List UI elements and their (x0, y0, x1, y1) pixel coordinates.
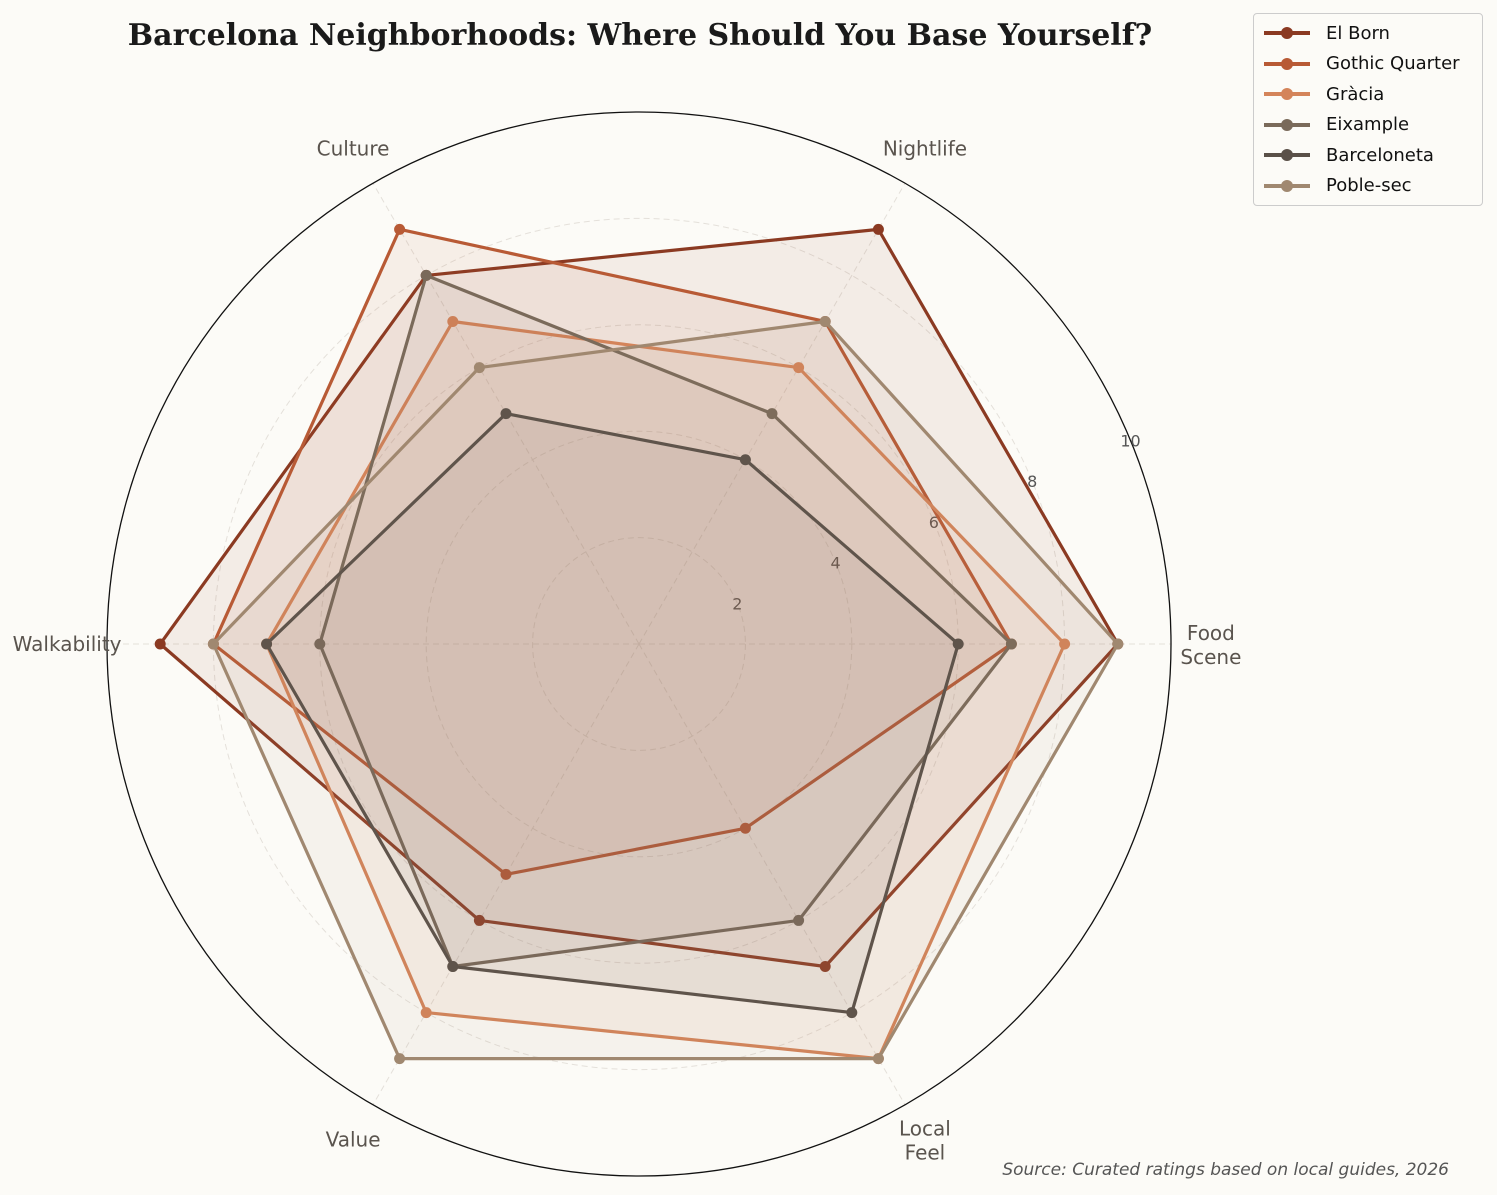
data-point (154, 638, 166, 650)
grid-circle (532, 537, 746, 751)
data-point (819, 961, 831, 973)
r-tick-label: 2 (732, 594, 742, 613)
legend-item: Gothic Quarter (1254, 49, 1482, 80)
data-point (394, 1053, 406, 1065)
data-point (872, 1053, 884, 1065)
data-point (447, 315, 459, 327)
legend: El Born Gothic Quarter Gràcia Eixample Barce… (1253, 13, 1483, 206)
data-point (314, 638, 326, 650)
data-point (793, 362, 805, 374)
axis-label: Local Feel (899, 1116, 951, 1164)
axis-label: Food Scene (1180, 621, 1241, 669)
chart-title: Barcelona Neighborhoods: Where Should Yo… (127, 18, 1153, 53)
data-point (872, 223, 884, 235)
legend-swatch (1264, 149, 1310, 162)
axis-label: Culture (317, 137, 390, 161)
axis-label: Walkability (13, 632, 122, 656)
grid-spoke (638, 643, 906, 1105)
data-point (447, 961, 459, 973)
data-point (420, 1007, 432, 1019)
data-point (500, 408, 512, 420)
series-poble-sec (207, 315, 1124, 1065)
data-point (1059, 638, 1071, 650)
data-point (766, 408, 778, 420)
data-point (819, 315, 831, 327)
r-tick-label: 8 (1027, 472, 1037, 491)
outer-frame (106, 111, 1172, 1177)
r-tick-label: 4 (831, 554, 841, 573)
legend-swatch (1264, 88, 1310, 101)
data-point (207, 638, 219, 650)
legend-label: Gràcia (1326, 83, 1385, 105)
data-point (473, 914, 485, 926)
data-point (739, 822, 751, 834)
legend-item: Eixample (1254, 110, 1482, 141)
data-point (846, 1007, 858, 1019)
data-point (500, 868, 512, 880)
series-area (266, 321, 1065, 1059)
data-point (952, 638, 964, 650)
data-point (793, 914, 805, 926)
legend-swatch (1264, 118, 1310, 131)
data-point (261, 638, 273, 650)
data-point (394, 223, 406, 235)
data-point (420, 269, 432, 281)
legend-item: Gràcia (1254, 79, 1482, 110)
series-area (319, 275, 1012, 967)
source-note: Source: Curated ratings based on local g… (1002, 1160, 1449, 1180)
series-area (213, 321, 1118, 1059)
legend-label: Eixample (1326, 114, 1410, 136)
legend-item: El Born (1254, 18, 1482, 49)
legend-label: Gothic Quarter (1326, 53, 1460, 75)
axis-label: Value (326, 1127, 381, 1151)
legend-swatch (1264, 179, 1310, 192)
legend-swatch (1264, 27, 1310, 40)
legend-label: Barceloneta (1326, 144, 1434, 166)
legend-label: El Born (1326, 22, 1390, 44)
axis-label: Nightlife (883, 137, 967, 161)
r-tick-label: 10 (1120, 431, 1140, 450)
legend-item: Barceloneta (1254, 140, 1482, 171)
data-point (473, 362, 485, 374)
data-point (1112, 638, 1124, 650)
series-barceloneta (261, 408, 964, 1019)
data-point (1005, 638, 1017, 650)
legend-label: Poble-sec (1326, 175, 1412, 197)
series-area (266, 413, 959, 1013)
legend-swatch (1264, 57, 1310, 70)
r-tick-label: 6 (929, 513, 939, 532)
legend-item: Poble-sec (1254, 171, 1482, 202)
data-point (739, 454, 751, 466)
